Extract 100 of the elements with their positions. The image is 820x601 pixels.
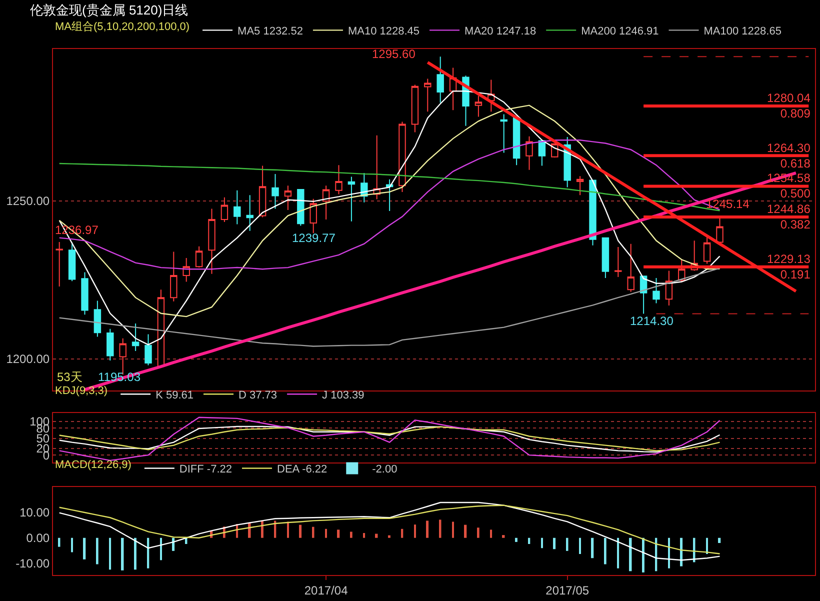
bar (706, 538, 708, 554)
bar (668, 538, 670, 568)
candlestick (614, 246, 622, 278)
bar (325, 528, 327, 538)
candlestick (182, 258, 190, 282)
candlestick (208, 208, 216, 274)
annotation: 1229.13 0.191 (767, 252, 811, 282)
legend-title: MA组合(5,10,20,200,100,0) (55, 20, 190, 33)
candlestick (220, 196, 228, 223)
candlestick (234, 190, 241, 225)
candlestick (386, 178, 394, 212)
line-series (58, 416, 720, 462)
candlestick (348, 176, 356, 222)
annotation: 1295.60 (372, 47, 416, 61)
bar (477, 528, 480, 538)
legend-label: -2.00 (372, 464, 398, 476)
candlestick (81, 272, 88, 316)
legend-label: J 103.39 (322, 389, 364, 402)
bar (401, 528, 404, 538)
bar (541, 538, 543, 548)
candlestick (68, 242, 76, 282)
bar (58, 538, 60, 547)
bar (337, 530, 340, 538)
legend-label: DIFF -7.22 (179, 464, 232, 476)
annotation: 1280.04 0.809 (767, 91, 811, 121)
bar (83, 538, 86, 560)
candlestick (716, 216, 724, 244)
bar (528, 538, 530, 544)
bar (464, 524, 467, 538)
legend-label: MA5 1232.52 (238, 25, 303, 38)
candlestick (538, 140, 546, 166)
candlestick (272, 173, 279, 210)
candlestick (526, 136, 533, 170)
x-tick-label: 2017/04 (304, 583, 348, 598)
y-tick-label: 1250.00 (6, 194, 50, 208)
bar (579, 538, 581, 554)
legend-label: MA200 1246.91 (581, 25, 659, 38)
candlestick (652, 277, 660, 304)
candlestick (132, 323, 140, 352)
bar (553, 538, 556, 550)
bar (109, 538, 112, 570)
bar (71, 538, 73, 552)
line-series (58, 504, 720, 554)
bar (642, 538, 644, 572)
bar (299, 524, 302, 538)
annotation: 1239.77 (292, 231, 336, 245)
bar (134, 538, 136, 570)
candlestick (411, 84, 419, 133)
bar (617, 538, 620, 568)
bar (718, 538, 721, 543)
bar (502, 535, 505, 538)
bar (452, 522, 454, 538)
candlestick (170, 251, 178, 302)
bar (426, 520, 429, 538)
bar (350, 532, 352, 538)
candlestick (258, 165, 266, 218)
legend-label: D 37.73 (238, 389, 278, 402)
candlestick (144, 334, 152, 366)
bar (96, 538, 98, 564)
bar (363, 533, 366, 538)
y-tick-label: -10.00 (16, 556, 50, 571)
legend-label: MA10 1228.45 (348, 25, 420, 38)
line-series (58, 268, 720, 347)
candlestick (602, 237, 610, 278)
bar (604, 538, 606, 564)
y-tick-label: 0.00 (26, 531, 50, 546)
candlestick (665, 270, 673, 306)
candlestick (284, 185, 292, 210)
legend-label: MA100 1228.65 (704, 25, 782, 38)
line-series (58, 502, 720, 561)
candlestick (322, 185, 330, 220)
candlestick (94, 300, 102, 338)
candlestick (474, 95, 482, 118)
candlestick (246, 194, 254, 232)
bar (414, 524, 416, 538)
annotation: 1244.86 0.382 (767, 202, 811, 232)
annotation: 53天 (57, 370, 82, 384)
candlestick (678, 258, 686, 282)
bar (287, 522, 289, 538)
candlestick (297, 188, 304, 226)
bar (515, 538, 518, 542)
annotation: 1245.14 (706, 197, 750, 211)
bar (147, 538, 150, 568)
annotation: 1214.30 (630, 314, 674, 328)
annotation: 1264.30 0.618 (767, 141, 811, 171)
candlestick (627, 243, 634, 292)
bar (121, 538, 124, 570)
candlestick (512, 117, 520, 166)
legend-label: DEA -6.22 (277, 464, 328, 476)
candlestick (436, 56, 444, 104)
candlestick (56, 242, 63, 288)
candlestick (106, 328, 114, 361)
candlestick (576, 176, 584, 196)
candlestick (589, 180, 596, 246)
candlestick (500, 114, 508, 154)
bar (388, 535, 390, 538)
candlestick (195, 246, 203, 268)
bar (490, 530, 492, 538)
bar (591, 538, 594, 558)
candlestick (335, 164, 342, 195)
